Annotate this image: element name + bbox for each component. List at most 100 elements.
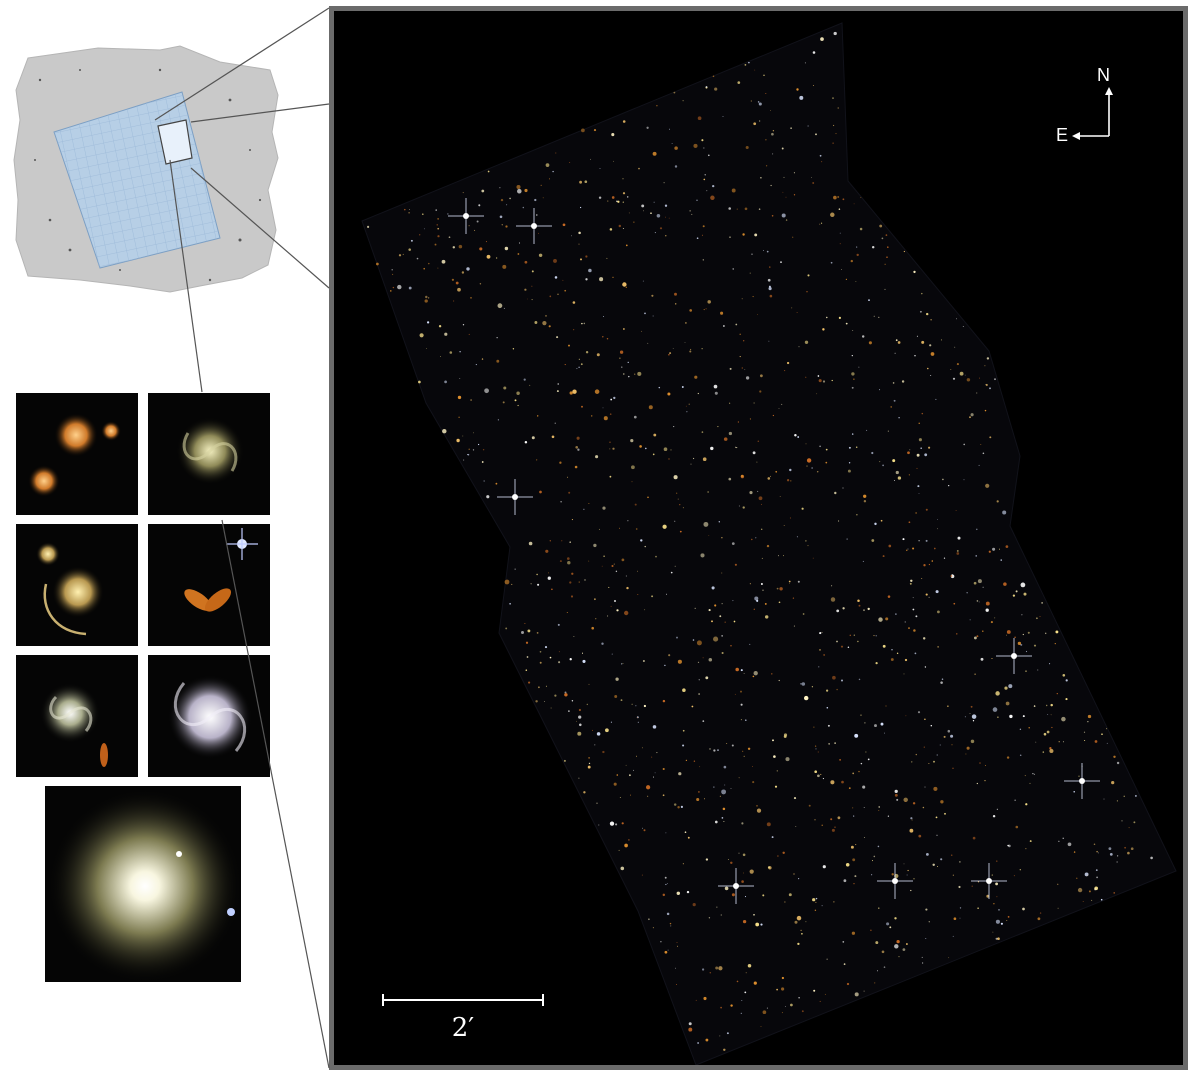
field-source	[609, 228, 613, 231]
field-source	[811, 176, 813, 178]
field-source	[652, 776, 655, 778]
field-source	[423, 267, 425, 270]
field-source	[585, 278, 588, 281]
field-source	[664, 876, 667, 879]
field-source	[509, 197, 511, 200]
field-source	[989, 387, 991, 390]
field-source	[807, 545, 809, 547]
field-source	[942, 478, 944, 481]
field-source	[522, 206, 525, 209]
field-source	[723, 765, 727, 769]
field-source	[783, 735, 787, 738]
field-source	[677, 659, 682, 664]
field-source	[571, 700, 574, 702]
field-source	[656, 752, 658, 754]
field-source	[952, 874, 954, 876]
field-source	[757, 490, 759, 492]
field-source	[692, 639, 695, 641]
field-source	[862, 560, 864, 562]
field-source	[737, 421, 740, 423]
field-source	[867, 758, 870, 761]
field-source	[830, 212, 835, 218]
field-source	[973, 581, 977, 585]
field-source	[580, 363, 583, 366]
field-source	[719, 1035, 721, 1037]
field-source	[655, 555, 657, 558]
field-source	[753, 608, 755, 610]
field-source	[514, 399, 517, 402]
field-source	[578, 231, 581, 235]
field-source	[548, 178, 551, 180]
field-source	[1095, 869, 1098, 871]
field-source	[932, 863, 935, 867]
field-source	[398, 254, 402, 257]
field-source	[813, 726, 815, 728]
field-source	[703, 798, 706, 800]
field-source	[751, 538, 753, 541]
field-source	[544, 646, 548, 649]
field-source	[897, 341, 901, 344]
field-source	[583, 508, 585, 510]
field-source	[648, 405, 653, 410]
field-source	[922, 637, 926, 640]
field-source	[1096, 876, 1099, 879]
field-source	[584, 579, 586, 581]
field-source	[472, 449, 475, 451]
field-source	[457, 395, 462, 400]
field-source	[392, 273, 394, 275]
field-source	[601, 642, 604, 645]
face-on-spiral-thumbnail	[148, 393, 270, 515]
field-source	[929, 344, 932, 347]
field-source	[1019, 728, 1022, 730]
field-source	[923, 564, 926, 567]
field-source	[804, 340, 809, 344]
field-source	[707, 300, 711, 304]
field-source	[801, 682, 806, 686]
field-source	[752, 296, 754, 298]
field-source	[1007, 844, 1009, 847]
field-source	[827, 724, 830, 727]
field-source	[978, 464, 980, 466]
field-source	[918, 493, 920, 494]
field-source	[625, 286, 627, 288]
field-source	[1055, 630, 1059, 634]
field-source	[487, 170, 490, 173]
field-source	[863, 609, 865, 612]
field-source	[766, 822, 771, 827]
field-source	[606, 338, 609, 340]
field-source	[670, 449, 672, 451]
field-source	[907, 869, 909, 872]
field-source	[848, 787, 851, 789]
field-source	[523, 378, 526, 381]
field-source	[553, 258, 557, 263]
field-source	[800, 683, 802, 685]
field-source	[676, 636, 678, 639]
field-source	[538, 253, 543, 258]
field-source	[1087, 714, 1092, 719]
field-source	[851, 355, 853, 357]
field-source	[736, 980, 739, 983]
field-source	[781, 1012, 783, 1014]
field-source	[904, 621, 906, 623]
field-source	[496, 337, 498, 339]
field-source	[826, 689, 829, 692]
field-source	[784, 1005, 786, 1007]
field-source	[905, 800, 907, 802]
field-source	[878, 617, 883, 622]
field-source	[585, 255, 588, 258]
field-source	[542, 320, 547, 326]
field-source	[731, 188, 736, 193]
field-source	[874, 522, 877, 526]
field-source	[853, 883, 855, 885]
field-source	[821, 161, 823, 163]
field-source	[578, 715, 582, 719]
field-source	[790, 127, 792, 129]
field-source	[644, 312, 646, 315]
field-source	[502, 264, 507, 269]
field-source	[663, 447, 668, 452]
field-source	[734, 563, 737, 566]
field-source	[560, 501, 562, 503]
field-source	[714, 391, 718, 395]
field-source	[536, 632, 539, 634]
field-source	[705, 86, 708, 88]
